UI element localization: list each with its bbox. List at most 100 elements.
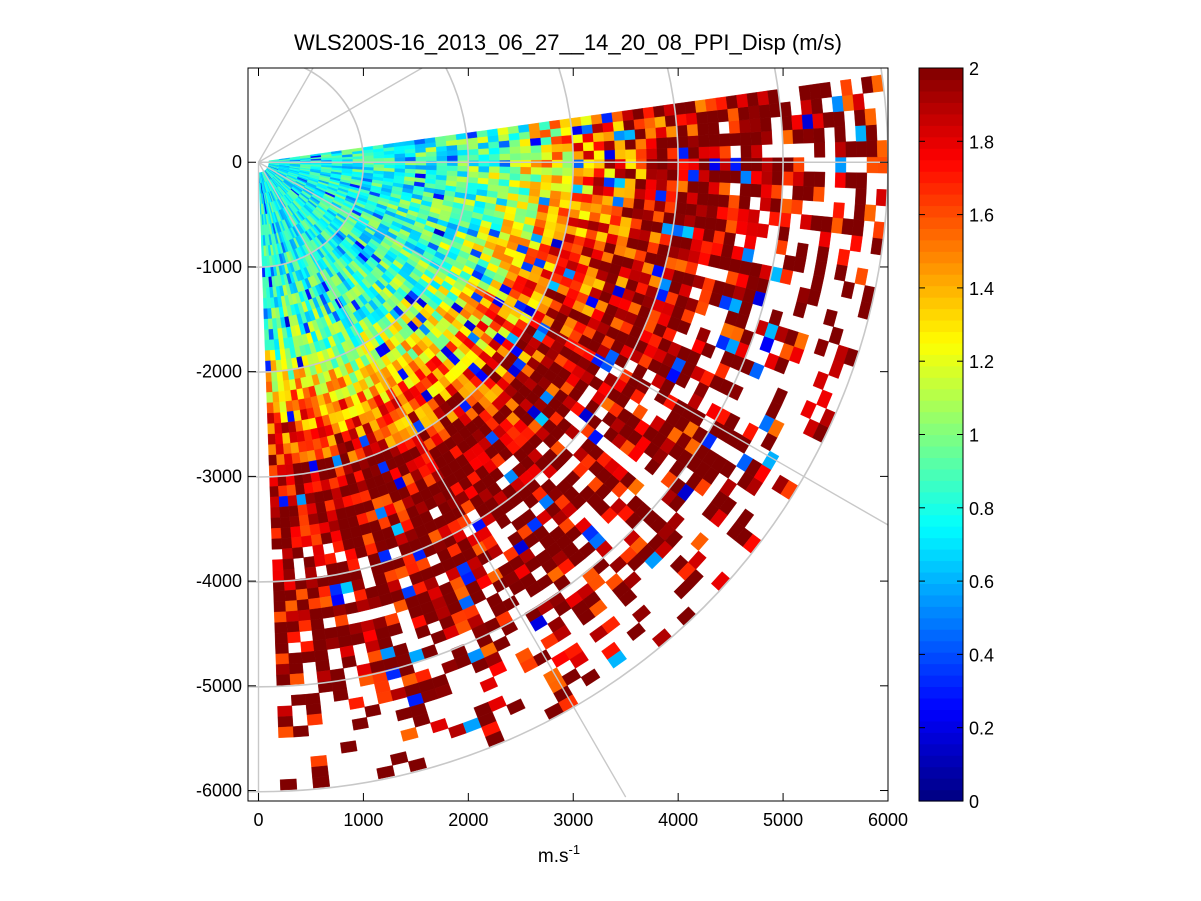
- chart-title: WLS200S-16_2013_06_27__14_20_08_PPI_Disp…: [294, 30, 842, 55]
- heatmap-cell: [498, 140, 511, 148]
- heatmap-cell: [635, 148, 647, 160]
- heatmap-cell: [509, 139, 521, 148]
- heatmap-cell: [866, 156, 878, 174]
- colorbar-tick-label: 2: [969, 59, 979, 79]
- heatmap-cell: [282, 442, 292, 455]
- heatmap-cell: [376, 765, 395, 780]
- heatmap-cell: [645, 137, 658, 149]
- heatmap-cell: [548, 197, 561, 208]
- colorbar-band: [919, 503, 963, 516]
- colorbar: 0 0.2 0.4 0.6 0.8 1 1.2 1.4 1.6 1.8 2: [918, 59, 994, 812]
- heatmap-cell: [831, 95, 845, 113]
- heatmap-cell: [665, 190, 678, 203]
- heatmap-cell: [529, 129, 541, 139]
- heatmap-cell: [675, 113, 688, 126]
- colorbar-tick-label: 1.6: [969, 206, 994, 226]
- heatmap-cell: [541, 159, 553, 168]
- polar-grid: [248, 68, 888, 801]
- colorbar-band: [919, 468, 963, 481]
- heatmap-cell: [707, 121, 720, 136]
- heatmap-cell: [277, 715, 294, 728]
- colorbar-band: [919, 778, 963, 791]
- heatmap-cell: [834, 126, 846, 143]
- heatmap-cell: [716, 206, 729, 220]
- heatmap-cell: [310, 618, 325, 631]
- heatmap-cell: [300, 535, 313, 548]
- heatmap-cell: [279, 506, 290, 518]
- heatmap-cell: [589, 599, 608, 618]
- heatmap-cell: [686, 123, 699, 137]
- heatmap-cell: [488, 172, 500, 180]
- heatmap-cell: [549, 190, 562, 200]
- heatmap-cell: [468, 160, 479, 167]
- heatmap-cell: [268, 444, 277, 456]
- heatmap-cell: [569, 116, 582, 127]
- heatmap-cell: [540, 144, 553, 153]
- heatmap-cell: [750, 170, 763, 185]
- colorbar-band: [919, 789, 963, 802]
- heatmap-cell: [269, 486, 280, 498]
- heatmap-cell: [309, 523, 322, 536]
- heatmap-cell: [729, 170, 742, 184]
- heatmap-cell: [581, 193, 593, 204]
- colorbar-band: [919, 411, 963, 424]
- heatmap-cell: [497, 185, 510, 194]
- heatmap-cell: [267, 423, 276, 435]
- heatmap-cell: [688, 158, 700, 171]
- colorbar-tick-label: 0.6: [969, 572, 994, 592]
- heatmap-cell: [851, 219, 865, 237]
- colorbar-band: [919, 68, 963, 81]
- heatmap-cell: [611, 110, 624, 123]
- heatmap-cell: [759, 197, 772, 212]
- heatmap-cell: [519, 173, 532, 182]
- heatmap-cell: [540, 174, 553, 183]
- heatmap-cell: [500, 619, 519, 637]
- heatmap-cell: [664, 529, 684, 549]
- heatmap-cell: [739, 183, 752, 197]
- heatmap-cell: [723, 231, 737, 247]
- heatmap-cell: [723, 412, 741, 431]
- colorbar-band: [919, 594, 963, 607]
- heatmap-cell: [604, 158, 616, 169]
- heatmap-cell: [467, 176, 479, 184]
- heatmap-cell: [719, 170, 731, 184]
- heatmap-cell: [625, 168, 637, 179]
- heatmap-cell: [635, 138, 647, 150]
- heatmap-cell: [676, 124, 689, 137]
- colorbar-band: [919, 79, 963, 92]
- heatmap-cell: [489, 159, 500, 167]
- heatmap-cell: [599, 213, 612, 225]
- colorbar-band: [919, 342, 963, 355]
- heatmap-cell: [707, 193, 720, 207]
- heatmap-cell: [561, 175, 574, 185]
- heatmap-cell: [280, 527, 292, 539]
- colorbar-band: [919, 90, 963, 103]
- heatmap-cell: [656, 158, 668, 170]
- heatmap-cell: [551, 167, 563, 176]
- heatmap-cell: [830, 217, 844, 234]
- heatmap-cell: [695, 327, 711, 343]
- heatmap-cell: [808, 83, 822, 100]
- heatmap-cell: [810, 97, 824, 115]
- heatmap-cell: [767, 418, 785, 438]
- heatmap-cell: [615, 158, 626, 169]
- heatmap-cell: [667, 158, 679, 170]
- heatmap-cell: [457, 154, 469, 161]
- heatmap-cell: [628, 227, 642, 240]
- heatmap-cell: [570, 192, 583, 203]
- heatmap-cell: [549, 119, 562, 130]
- heatmap-cell: [698, 146, 710, 159]
- heatmap-cell: [436, 150, 448, 157]
- heatmap-cell: [275, 653, 290, 665]
- heatmap-cell: [561, 134, 573, 144]
- heatmap-cell: [486, 128, 499, 137]
- heatmap-cell: [855, 172, 868, 189]
- heatmap-cell: [562, 159, 574, 168]
- heatmap-cell: [602, 186, 615, 197]
- heatmap-cell: [306, 713, 323, 726]
- heatmap-cell: [561, 183, 573, 193]
- heatmap-cell: [834, 172, 847, 189]
- heatmap-cell: [758, 103, 771, 119]
- heatmap-cell: [529, 180, 542, 190]
- colorbar-band: [919, 766, 963, 779]
